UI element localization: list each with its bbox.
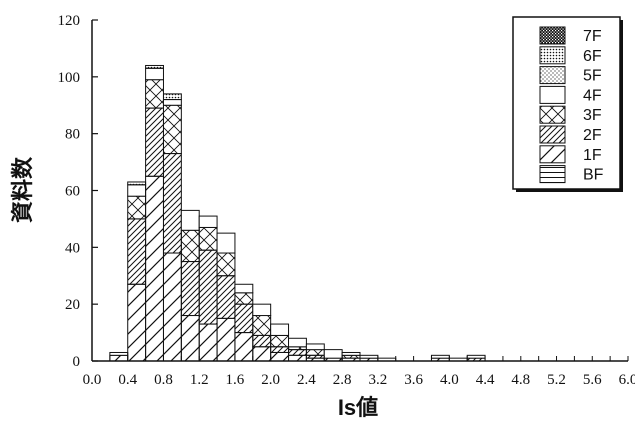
bar-segment-4F xyxy=(216,232,236,254)
bar-segment-1F xyxy=(180,315,200,362)
y-tick-label: 0 xyxy=(73,354,81,370)
legend-swatch-3F xyxy=(539,105,566,124)
bar-segment-4F xyxy=(198,215,218,228)
x-axis-title: Is値 xyxy=(338,395,378,420)
x-tick-label: 2.8 xyxy=(333,372,352,388)
x-tick-label: 0.4 xyxy=(118,372,137,388)
legend: 7F 6F 5F 4F 3F 2F 1F BF xyxy=(512,16,623,192)
bar-segment-1F xyxy=(109,354,129,362)
bar-segment-1F xyxy=(162,252,182,362)
bar-segment-3F xyxy=(305,349,325,356)
bar-segment-1F xyxy=(216,317,236,362)
legend-swatch-2F xyxy=(539,125,566,144)
bar-segment-1F xyxy=(270,351,290,362)
y-ticks: 0 20 40 60 80 100 120 xyxy=(58,13,98,370)
bar-segment-2F xyxy=(127,218,147,285)
legend-label-3F: 3F xyxy=(583,107,602,124)
bar-segment-4F xyxy=(180,209,200,231)
bar-segment-1F xyxy=(127,283,147,362)
x-tick-label: 5.2 xyxy=(547,372,566,388)
x-tick-label: 4.0 xyxy=(440,372,459,388)
bar-segment-2F xyxy=(288,349,307,356)
bar-segment-4F xyxy=(466,354,486,359)
bar-segment-4F xyxy=(252,303,272,317)
legend-label-6F: 6F xyxy=(583,48,602,65)
bars-layer xyxy=(109,64,486,362)
bar-segment-3F xyxy=(270,334,290,348)
bar-segment-2F xyxy=(234,303,254,334)
bar-segment-4F xyxy=(109,351,129,356)
bar-segment-4F xyxy=(288,337,307,348)
x-tick-label: 0.8 xyxy=(154,372,173,388)
bar-segment-2F xyxy=(198,249,218,325)
bar-segment-3F xyxy=(252,315,272,336)
legend-swatch-6F xyxy=(539,46,566,65)
x-tick-label: 4.8 xyxy=(511,372,530,388)
bar-segment-2F xyxy=(145,107,164,177)
bar-segment-6F xyxy=(145,64,164,69)
legend-label-5F: 5F xyxy=(583,68,602,85)
bar-segment-2F xyxy=(270,346,290,353)
bar-segment-4F xyxy=(359,354,379,359)
bar-segment-1F xyxy=(145,175,164,362)
legend-label-7F: 7F xyxy=(583,28,602,45)
bar-segment-3F xyxy=(180,229,200,263)
x-tick-label: 3.2 xyxy=(368,372,387,388)
y-axis-title: 資料数 xyxy=(10,156,35,223)
bar-segment-4F xyxy=(145,67,164,81)
bar-segment-1F xyxy=(198,323,218,362)
bar-segment-3F xyxy=(234,292,254,305)
bar-segment-1F xyxy=(252,346,272,362)
bar-segment-4F xyxy=(430,354,450,359)
x-tick-label: 2.4 xyxy=(297,372,316,388)
legend-swatch-7F xyxy=(539,26,566,45)
x-tick-label: 5.6 xyxy=(583,372,602,388)
legend-swatch-1F xyxy=(539,145,566,164)
bar-segment-3F xyxy=(162,104,182,155)
bar-segment-2F xyxy=(180,261,200,317)
bar-segment-3F xyxy=(216,252,236,277)
x-tick-label: 2.0 xyxy=(261,372,280,388)
bar-segment-4F xyxy=(127,184,147,197)
legend-box xyxy=(512,16,621,190)
bar-segment-6F xyxy=(127,181,147,186)
bar-segment-1F xyxy=(288,354,307,362)
x-tick-label: 0.0 xyxy=(83,372,102,388)
y-tick-label: 20 xyxy=(65,297,80,313)
legend-label-4F: 4F xyxy=(583,87,602,104)
x-tick-label: 6.0 xyxy=(619,372,635,388)
legend-label-BF: BF xyxy=(583,167,604,184)
x-tick-label: 1.2 xyxy=(190,372,209,388)
y-tick-label: 100 xyxy=(58,70,81,86)
x-tick-label: 4.4 xyxy=(476,372,495,388)
bar-segment-3F xyxy=(127,195,147,220)
bar-segment-4F xyxy=(234,283,254,294)
bar-segment-4F xyxy=(323,349,343,359)
legend-label-2F: 2F xyxy=(583,127,602,144)
y-tick-label: 120 xyxy=(58,13,81,29)
bar-segment-4F xyxy=(341,351,361,356)
bar-segment-4F xyxy=(162,99,182,106)
legend-swatch-4F xyxy=(539,85,566,104)
bar-segment-2F xyxy=(162,153,182,254)
legend-swatch-BF xyxy=(539,165,566,184)
bar-segment-2F xyxy=(216,275,236,319)
bar-segment-2F xyxy=(252,334,272,348)
x-ticks: 0.0 0.4 0.8 1.2 1.6 2.0 2.4 2.8 3.2 3.6 4.0 4.4 4.8 5… xyxy=(83,356,635,388)
bar-segment-6F xyxy=(162,93,182,101)
bar-segment-3F xyxy=(198,226,218,251)
y-tick-label: 80 xyxy=(65,127,80,143)
x-tick-label: 1.6 xyxy=(226,372,245,388)
bar-segment-1F xyxy=(234,332,254,362)
bar-segment-4F xyxy=(270,323,290,336)
x-tick-label: 3.6 xyxy=(404,372,423,388)
legend-label-1F: 1F xyxy=(583,147,602,164)
y-tick-label: 40 xyxy=(65,240,80,256)
bar-segment-3F xyxy=(145,79,164,109)
legend-swatch-5F xyxy=(539,66,566,85)
y-tick-label: 60 xyxy=(65,184,80,200)
bar-segment-4F xyxy=(305,343,325,351)
